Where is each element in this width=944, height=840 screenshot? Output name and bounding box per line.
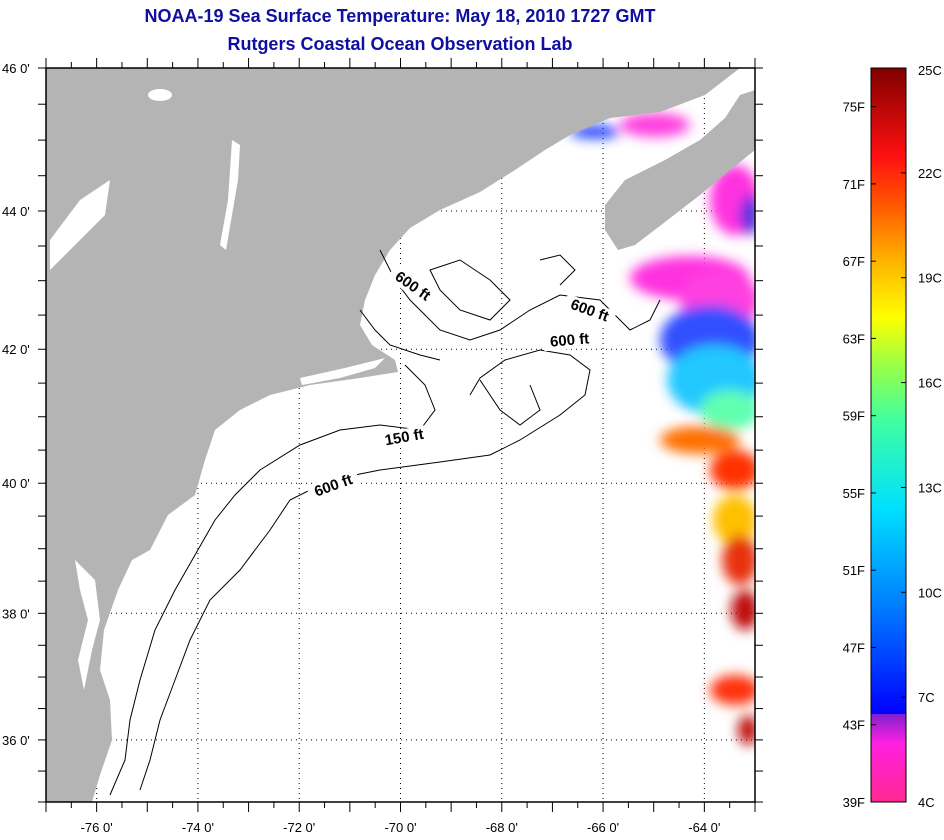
colorbar-c-label: 25C (918, 63, 942, 78)
contour-label: 150 ft (383, 426, 425, 450)
chart-title: NOAA-19 Sea Surface Temperature: May 18,… (144, 6, 656, 26)
contour-label-bg (542, 329, 597, 352)
lon-label: -70 0' (384, 820, 416, 835)
mainland-us-canada (46, 68, 740, 802)
lat-label: 44 0' (2, 204, 30, 219)
colorbar-f-label: 55F (843, 486, 865, 501)
colorbar-c-label: 7C (918, 690, 935, 705)
chart-subtitle: Rutgers Coastal Ocean Observation Lab (227, 34, 573, 54)
colorbar-f-label: 59F (843, 409, 865, 424)
colorbar-c-label: 19C (918, 271, 942, 286)
colorbar-f-label: 75F (843, 100, 865, 115)
colorbar-f-label: 47F (843, 640, 865, 655)
colorbar-f-label: 39F (843, 795, 865, 810)
lat-label: 42 0' (2, 342, 30, 357)
colorbar-c-label: 22C (918, 166, 942, 181)
colorbar-f-label: 51F (843, 563, 865, 578)
colorbar-c-label: 10C (918, 585, 942, 600)
lon-label: -74 0' (182, 820, 214, 835)
contour-label-bg (562, 293, 617, 328)
sst-patches (570, 113, 755, 745)
contour-label-bg (386, 264, 439, 309)
contour-600ft-shelf (139, 349, 591, 791)
colorbar-f-label: 67F (843, 254, 865, 269)
lat-label: 36 0' (2, 733, 30, 748)
lon-label: -72 0' (283, 820, 315, 835)
lat-label: 38 0' (2, 606, 30, 621)
contour-600ft-gulf (379, 249, 661, 341)
inland-water (50, 89, 240, 740)
lat-label: 40 0' (2, 476, 30, 491)
colorbar-c-label: 13C (918, 480, 942, 495)
colorbar-f-label: 71F (843, 177, 865, 192)
colorbar-f-label: 63F (843, 331, 865, 346)
colorbar-c-label: 16C (918, 376, 942, 391)
contour-600ft-gulf-inner (429, 259, 511, 321)
land (46, 68, 755, 802)
long-island (300, 358, 385, 385)
colorbar (870, 67, 907, 803)
contour-label-bg (306, 468, 361, 503)
lon-label: -76 0' (81, 820, 113, 835)
colorbar-c-label: 4C (918, 795, 935, 810)
nova-scotia (605, 90, 755, 250)
colorbar-f-label: 43F (843, 718, 865, 733)
depth-contours (109, 249, 661, 796)
lon-label: -66 0' (587, 820, 619, 835)
lon-label: -64 0' (688, 820, 720, 835)
lon-label: -68 0' (486, 820, 518, 835)
contour-label-bg (377, 424, 432, 451)
contour-150ft (109, 364, 436, 796)
lat-label: 46 0' (2, 61, 30, 76)
contour-label: 600 ft (549, 330, 590, 350)
